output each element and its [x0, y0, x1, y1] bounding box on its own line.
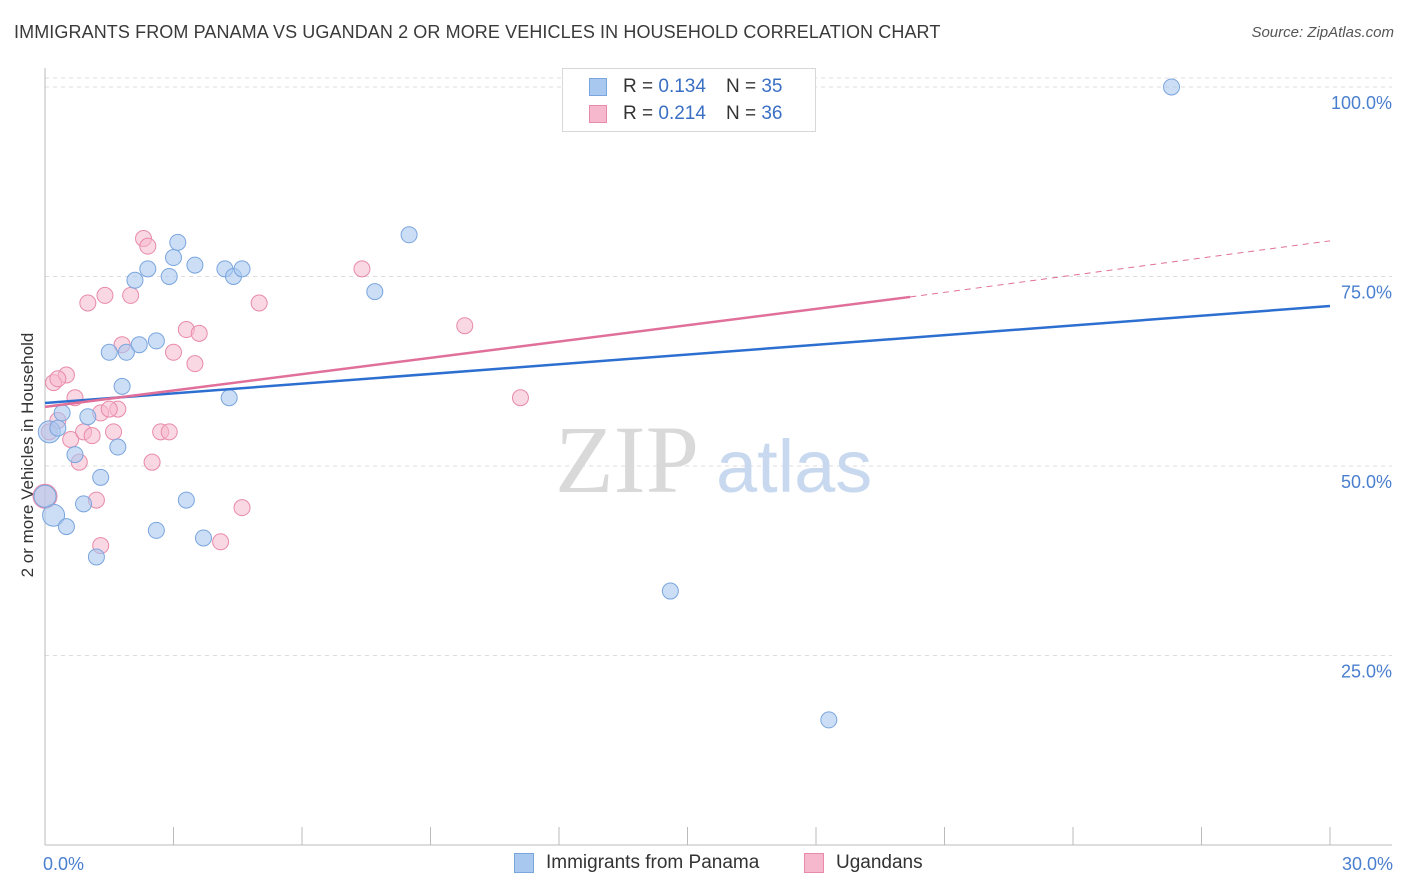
legend-row-ugandans: R = 0.214 N = 36 — [589, 102, 782, 126]
point-panama — [42, 503, 66, 527]
watermark-zip: ZIP — [555, 406, 699, 513]
point-ugandans — [456, 317, 474, 335]
point-ugandans — [79, 294, 97, 312]
point-panama — [33, 484, 57, 508]
point-panama — [92, 468, 110, 486]
point-ugandans — [143, 453, 161, 471]
point-ugandans — [96, 286, 114, 304]
point-ugandans — [105, 423, 123, 441]
legend-r-label: R = — [623, 76, 654, 97]
point-panama — [1163, 78, 1181, 96]
point-ugandans — [250, 294, 268, 312]
legend-swatch-blue — [589, 78, 607, 96]
correlation-legend: R = 0.134 N = 35 R = 0.214 N = 36 — [562, 68, 816, 132]
point-panama — [139, 260, 157, 278]
point-panama — [53, 404, 71, 422]
legend-item-ugandans[interactable]: Ugandans — [804, 852, 923, 874]
legend-n-label: N = — [725, 76, 757, 97]
point-ugandans — [49, 370, 67, 388]
point-ugandans — [100, 400, 118, 418]
legend-n-value: 35 — [761, 76, 783, 97]
gridlines — [45, 77, 1392, 656]
legend-n-value: 36 — [761, 103, 783, 124]
point-panama — [220, 389, 238, 407]
legend-n-label: N = — [725, 103, 757, 124]
point-panama — [126, 271, 144, 289]
series-ugandans — [32, 230, 529, 555]
trend-line-ugandans — [910, 240, 1331, 298]
point-panama — [160, 267, 178, 285]
trend-line-panama — [44, 304, 1331, 405]
point-panama — [109, 438, 127, 456]
point-panama — [100, 343, 118, 361]
y-tick-label: 75.0% — [1341, 282, 1392, 302]
point-panama — [117, 343, 135, 361]
series-panama — [33, 78, 1181, 729]
point-ugandans — [186, 355, 204, 373]
legend-r-value: 0.134 — [658, 76, 706, 97]
point-panama — [57, 518, 75, 536]
legend-label-panama: Immigrants from Panama — [546, 852, 760, 873]
legend-swatch-pink — [589, 105, 607, 123]
point-panama — [147, 521, 165, 539]
legend-swatch-pink — [804, 853, 824, 873]
x-tick-label: 30.0% — [1342, 854, 1393, 874]
trend-lines — [44, 240, 1331, 409]
point-panama — [400, 226, 418, 244]
trend-line-ugandans — [44, 295, 911, 409]
point-ugandans — [212, 533, 230, 551]
point-panama — [233, 260, 251, 278]
legend-r-label: R = — [623, 103, 654, 124]
point-panama — [169, 233, 187, 251]
point-panama — [194, 529, 212, 547]
point-panama — [113, 377, 131, 395]
watermark-atlas: atlas — [716, 425, 872, 508]
point-ugandans — [233, 499, 251, 517]
point-panama — [820, 711, 838, 729]
y-tick-label: 100.0% — [1331, 93, 1392, 113]
watermark: ZIP atlas — [555, 406, 872, 513]
point-panama — [186, 256, 204, 274]
axes — [44, 68, 1392, 846]
tick-labels: 25.0% 50.0% 75.0% 100.0% 0.0% 30.0% — [43, 93, 1393, 874]
point-panama — [130, 336, 148, 354]
point-ugandans — [511, 389, 529, 407]
y-tick-label: 25.0% — [1341, 661, 1392, 681]
point-panama — [87, 548, 105, 566]
x-tick-label: 0.0% — [43, 854, 84, 874]
point-panama — [49, 419, 67, 437]
series-legend: Immigrants from Panama Ugandans — [0, 852, 1406, 878]
legend-row-panama: R = 0.134 N = 35 — [589, 75, 782, 99]
point-panama — [147, 332, 165, 350]
point-ugandans — [190, 324, 208, 342]
point-ugandans — [122, 286, 140, 304]
legend-r-value: 0.214 — [658, 103, 706, 124]
legend-swatch-blue — [514, 853, 534, 873]
point-ugandans — [83, 427, 101, 445]
point-panama — [79, 408, 97, 426]
point-ugandans — [353, 260, 371, 278]
point-panama — [66, 446, 84, 464]
point-ugandans — [139, 237, 157, 255]
y-tick-label: 50.0% — [1341, 472, 1392, 492]
point-panama — [366, 283, 384, 301]
point-panama — [661, 582, 679, 600]
point-ugandans — [165, 343, 182, 361]
legend-item-panama[interactable]: Immigrants from Panama — [514, 852, 759, 874]
legend-label-ugandans: Ugandans — [836, 852, 923, 873]
source-label: Source: ZipAtlas.com — [1251, 24, 1394, 41]
point-panama — [75, 495, 93, 513]
point-panama — [177, 491, 195, 509]
chart-title: IMMIGRANTS FROM PANAMA VS UGANDAN 2 OR M… — [14, 22, 941, 42]
point-panama — [165, 249, 182, 267]
point-ugandans — [160, 423, 178, 441]
